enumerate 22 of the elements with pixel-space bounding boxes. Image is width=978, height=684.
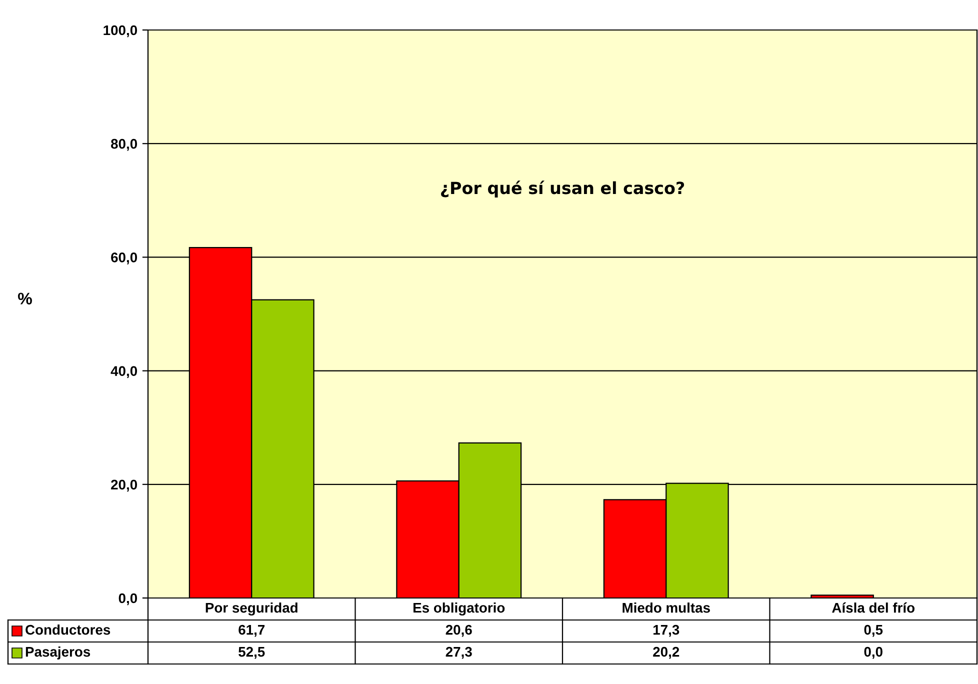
text: ¿Por qué sí usan el casco? [441, 180, 684, 198]
data-label: 61,7 [238, 624, 265, 637]
y-axis-title: % [18, 292, 32, 304]
legend-label: Conductores [26, 624, 110, 635]
y-tick-label: 20,0 [111, 480, 138, 492]
x-tick-label: Es obligatorio [414, 602, 505, 616]
data-label: 20,6 [446, 624, 472, 637]
data-label: 20,2 [653, 646, 680, 659]
data-label: 0,0 [864, 646, 882, 659]
legend-label: Pasajeros [26, 646, 90, 660]
y-tick-label: 0,0 [118, 593, 138, 606]
y-tick-label: 100,0 [104, 25, 138, 38]
data-label: 17,3 [653, 624, 680, 637]
y-tick-label: 40,0 [110, 366, 138, 378]
y-tick-label: 80,0 [110, 138, 138, 151]
data-label: 52,5 [238, 646, 265, 659]
x-tick-label: Aísla del frío [832, 602, 915, 613]
x-tick-label: Miedo multas [622, 602, 710, 613]
x-tick-label: Por seguridad [206, 602, 298, 616]
data-label: 27,3 [446, 646, 472, 659]
y-tick-label: 60,0 [111, 252, 138, 264]
data-label: 0,5 [864, 624, 883, 637]
